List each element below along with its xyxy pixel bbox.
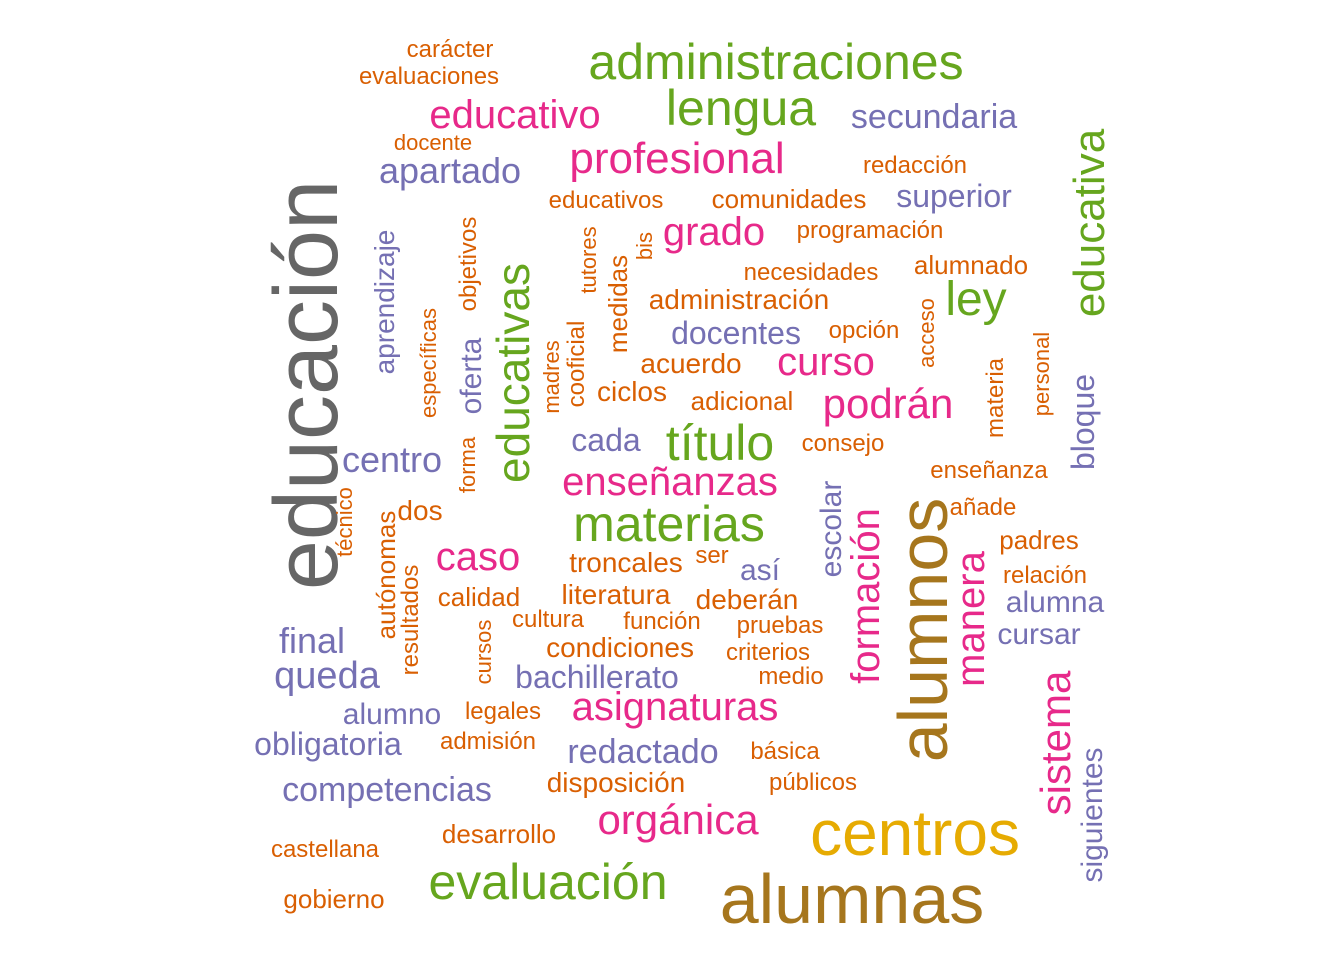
word: podrán — [822, 380, 954, 427]
word: educativo — [429, 93, 601, 137]
word: desarrollo — [441, 819, 557, 849]
word: alumno — [342, 698, 442, 731]
word: básica — [750, 738, 820, 765]
word: cursos — [471, 619, 496, 685]
word: opción — [828, 317, 900, 344]
word: redacción — [862, 152, 968, 179]
word: aprendizaje — [369, 229, 400, 375]
word: formación — [844, 508, 888, 684]
word: cultura — [511, 606, 585, 633]
word: añade — [949, 494, 1017, 521]
word: grado — [662, 210, 766, 254]
word: manera — [949, 551, 993, 687]
word: superior — [896, 178, 1012, 214]
word: educativos — [548, 187, 664, 214]
word: ser — [695, 542, 729, 569]
word: bis — [632, 231, 657, 261]
word: alumnas — [719, 860, 985, 938]
word: cursar — [997, 618, 1081, 651]
word: final — [278, 620, 346, 661]
word: pruebas — [736, 612, 824, 639]
word: lengua — [665, 80, 817, 136]
word: enseñanzas — [562, 460, 778, 504]
word: título — [665, 415, 775, 471]
word: criterios — [725, 639, 811, 666]
word: obligatoria — [254, 726, 402, 762]
word: administración — [648, 284, 830, 315]
word: adicional — [690, 386, 794, 416]
word: personal — [1029, 331, 1054, 417]
word: función — [623, 608, 701, 635]
word: alumnos — [884, 497, 962, 763]
word: objetivos — [455, 216, 482, 312]
word: centro — [341, 439, 443, 480]
word: resultados — [397, 564, 424, 676]
word: educativa — [1065, 128, 1114, 318]
word: deberán — [695, 584, 799, 615]
word: profesional — [569, 134, 785, 183]
word: caso — [435, 535, 521, 579]
word: medio — [758, 663, 824, 690]
word: siguientes — [1076, 747, 1109, 883]
word: admisión — [439, 728, 537, 755]
word: redactado — [567, 733, 719, 771]
word: condiciones — [546, 632, 694, 663]
word: necesidades — [743, 259, 879, 286]
word: evaluación — [428, 854, 668, 910]
word: docentes — [671, 315, 801, 351]
word: comunidades — [711, 184, 867, 214]
word: cooficial — [563, 320, 590, 408]
word: bloque — [1065, 373, 1101, 471]
word: legales — [464, 698, 542, 725]
word: calidad — [437, 582, 521, 612]
word: sistema — [1032, 670, 1079, 816]
word: así — [739, 554, 781, 587]
word: relación — [1002, 562, 1088, 589]
word: técnico — [332, 487, 357, 557]
word: docente — [393, 130, 473, 155]
word: medidas — [603, 254, 633, 354]
word: orgánica — [597, 796, 759, 843]
word: administraciones — [588, 34, 964, 90]
word: materia — [982, 357, 1009, 439]
word: educativas — [487, 263, 539, 483]
word: secundaria — [850, 98, 1018, 136]
word: disposición — [546, 767, 686, 798]
word: carácter — [406, 36, 494, 63]
word: tutores — [576, 226, 601, 294]
word: gobierno — [283, 884, 385, 914]
word: cada — [571, 422, 641, 458]
word: forma — [455, 436, 480, 494]
word: asignaturas — [571, 685, 779, 729]
word: queda — [274, 655, 380, 697]
word: castellana — [270, 836, 380, 863]
word: competencias — [282, 771, 492, 809]
word: literatura — [561, 579, 671, 610]
word: dos — [397, 495, 443, 526]
word: padres — [999, 525, 1079, 555]
word: consejo — [801, 430, 885, 457]
word: enseñanza — [930, 457, 1048, 484]
word: alumnado — [913, 250, 1029, 280]
word: oferta — [455, 337, 488, 415]
word: ley — [945, 273, 1007, 326]
word: escolar — [815, 480, 848, 578]
word: autónomas — [371, 510, 401, 640]
word: bachillerato — [515, 659, 679, 695]
word: programación — [796, 217, 944, 244]
word: madres — [539, 340, 564, 414]
word: apartado — [378, 150, 522, 191]
word: específicas — [416, 307, 441, 419]
word: ciclos — [596, 376, 668, 407]
word: materias — [573, 496, 765, 552]
word: alumna — [1005, 586, 1105, 619]
word: troncales — [569, 547, 683, 578]
word: centros — [810, 797, 1020, 869]
word: acuerdo — [640, 348, 742, 379]
word: evaluaciones — [358, 63, 500, 90]
word: acceso — [914, 298, 939, 368]
word: públicos — [768, 769, 858, 796]
word: curso — [777, 340, 875, 384]
